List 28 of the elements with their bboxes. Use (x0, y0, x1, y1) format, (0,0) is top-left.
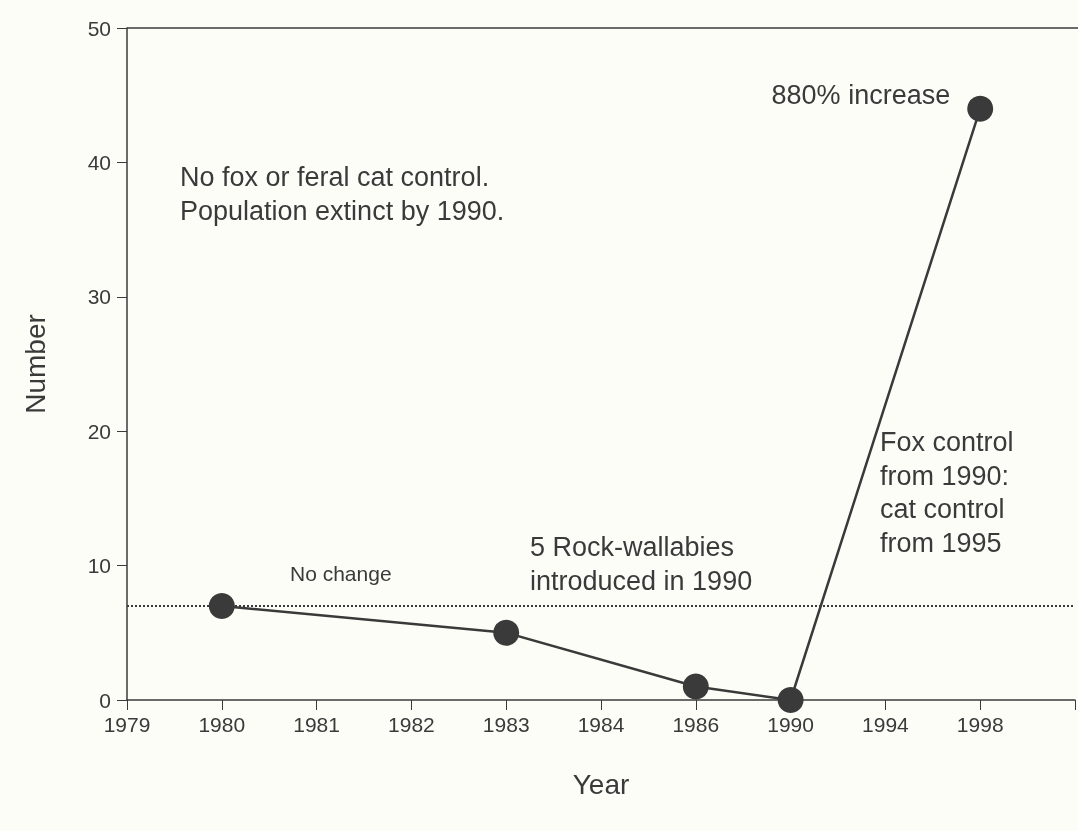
x-tick-label: 1983 (482, 713, 530, 736)
point (967, 95, 994, 122)
point (208, 592, 235, 619)
y-tick-label: 20 (87, 419, 111, 443)
y-tick-label: 40 (87, 150, 111, 174)
y-tick-label: 30 (87, 285, 111, 309)
point (682, 673, 709, 700)
x-tick-label: 1980 (198, 713, 246, 736)
y-tick-label: 10 (87, 554, 111, 578)
annotation: Fox control from 1990: cat control from 1995 (880, 426, 1022, 559)
point (777, 687, 804, 713)
annotation: No fox or feral cat control. Population extinct by 1990. (180, 161, 505, 226)
x-tick-label: 1990 (767, 713, 814, 736)
y-axis-title: Number (19, 314, 51, 414)
x-tick-label: 1979 (103, 713, 151, 736)
y-tick-label: 0 (99, 688, 111, 712)
annotation: 880% increase (771, 80, 951, 111)
annotation: No change (290, 561, 392, 585)
x-tick-label: 1984 (577, 713, 625, 736)
x-tick-label: 1981 (293, 713, 340, 736)
y-tick-label: 50 (87, 16, 111, 40)
x-tick-label: 1982 (388, 713, 435, 736)
x-axis-title: Year (572, 768, 630, 800)
annotation: 5 Rock-wallabies introduced in 1990 (530, 531, 753, 596)
x-tick-label: 1998 (956, 713, 1004, 736)
x-tick-label: 1986 (672, 713, 720, 736)
x-tick-label: 1994 (862, 713, 910, 736)
point (493, 619, 520, 646)
